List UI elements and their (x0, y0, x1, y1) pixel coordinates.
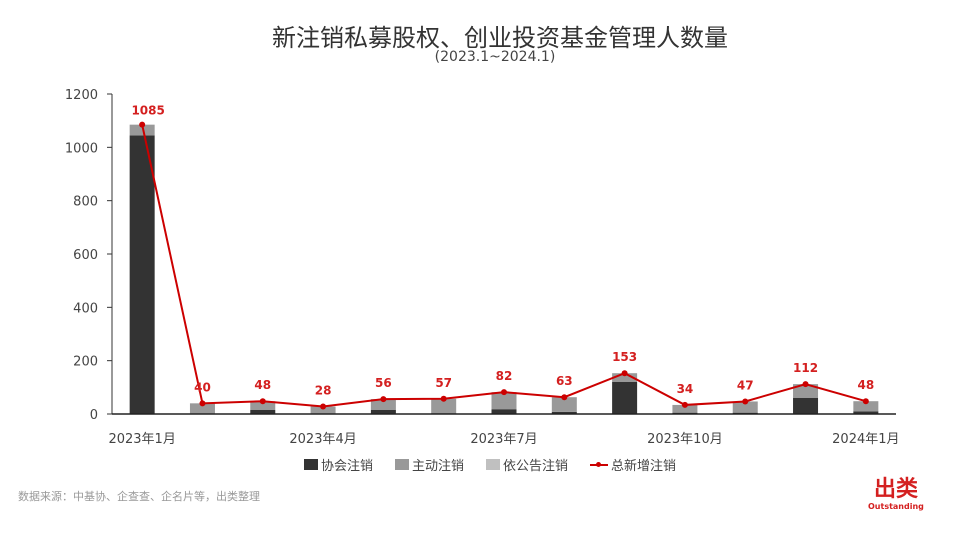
line-point (440, 395, 447, 402)
x-tick-label: 2023年7月 (470, 432, 537, 447)
data-label: 63 (556, 374, 573, 388)
y-tick-label: 0 (90, 408, 98, 423)
legend-swatch (486, 459, 500, 470)
data-label: 48 (857, 378, 874, 392)
data-label: 112 (793, 361, 818, 375)
y-tick-label: 200 (73, 355, 98, 370)
bar-协会注销 (491, 409, 517, 414)
y-tick-label: 800 (73, 195, 98, 210)
bar-协会注销 (793, 398, 819, 414)
bar-主动注销 (370, 399, 396, 410)
data-label: 56 (375, 376, 392, 390)
bar-主动注销 (612, 373, 638, 382)
line-point (742, 398, 749, 405)
line-point (681, 401, 688, 408)
x-tick-label: 2023年4月 (289, 432, 356, 447)
line-total (141, 124, 867, 408)
line-point (501, 389, 507, 396)
legend-label: 协会注销 (320, 459, 373, 474)
data-label: 153 (612, 350, 637, 364)
x-tick-label: 2024年1月 (832, 432, 899, 447)
line-point (380, 396, 387, 403)
line-point (320, 403, 327, 410)
line-point (802, 381, 809, 388)
bar-主动注销 (793, 384, 819, 398)
legend-swatch (394, 459, 409, 470)
bar-主动注销 (732, 401, 758, 413)
x-tick-label: 2023年10月 (647, 432, 723, 447)
data-label: 82 (496, 369, 513, 383)
bar-主动注销 (551, 397, 577, 412)
bar-主动注销 (250, 401, 276, 410)
chart-subtitle: (2023.1~2024.1) (434, 49, 556, 65)
data-label: 34 (677, 382, 694, 396)
logo-en: Outstanding (868, 502, 924, 511)
bar-主动注销 (491, 392, 517, 410)
line-point (621, 370, 628, 377)
legend-item-2[interactable]: 依公告注销 (486, 455, 568, 474)
data-source: 数据来源：中基协、企查查、企名片等，出类整理 (18, 490, 260, 503)
data-label: 57 (435, 376, 452, 390)
bar-协会注销 (129, 135, 155, 415)
x-tick-label: 2023年1月 (108, 432, 175, 447)
data-label: 1085 (131, 104, 164, 118)
legend-item-3[interactable]: 总新增注销 (590, 455, 676, 474)
legend-line-marker (590, 461, 609, 467)
bar-协会注销 (250, 410, 276, 414)
line-point (259, 398, 266, 405)
line-point (199, 400, 206, 407)
legend: 协会注销 主动注销 依公告注销 总新增注销 (0, 455, 960, 474)
y-tick-label: 400 (73, 301, 98, 316)
y-tick-label: 1200 (65, 88, 98, 103)
legend-label: 主动注销 (411, 459, 464, 474)
legend-label: 总新增注销 (611, 459, 677, 474)
line-point (139, 121, 146, 128)
bar-协会注销 (612, 382, 638, 414)
data-label: 28 (315, 384, 332, 398)
bar-主动注销 (853, 401, 879, 412)
y-tick-label: 600 (73, 248, 98, 263)
legend-swatch (303, 459, 318, 470)
line-point (561, 394, 568, 401)
bar-协会注销 (370, 410, 396, 414)
logo: 出类 Outstanding (868, 477, 924, 512)
y-tick-label: 1000 (65, 141, 98, 156)
bar-主动注销 (431, 398, 457, 414)
bar-主动注销 (310, 406, 336, 414)
data-label: 40 (194, 380, 211, 394)
line-point (862, 398, 869, 405)
data-label: 47 (737, 378, 754, 392)
bar-协会注销 (551, 411, 577, 414)
bar-主动注销 (672, 404, 698, 413)
legend-item-1[interactable]: 主动注销 (394, 455, 464, 474)
legend-item-0[interactable]: 协会注销 (303, 455, 373, 474)
bar-主动注销 (129, 124, 155, 136)
data-label: 48 (254, 378, 271, 392)
chart-title: 新注销私募股权、创业投资基金管理人数量 (272, 24, 728, 52)
logo-cn: 出类 (873, 477, 918, 502)
bar-协会注销 (853, 411, 879, 414)
legend-label: 依公告注销 (503, 459, 569, 474)
bar-主动注销 (189, 403, 215, 414)
